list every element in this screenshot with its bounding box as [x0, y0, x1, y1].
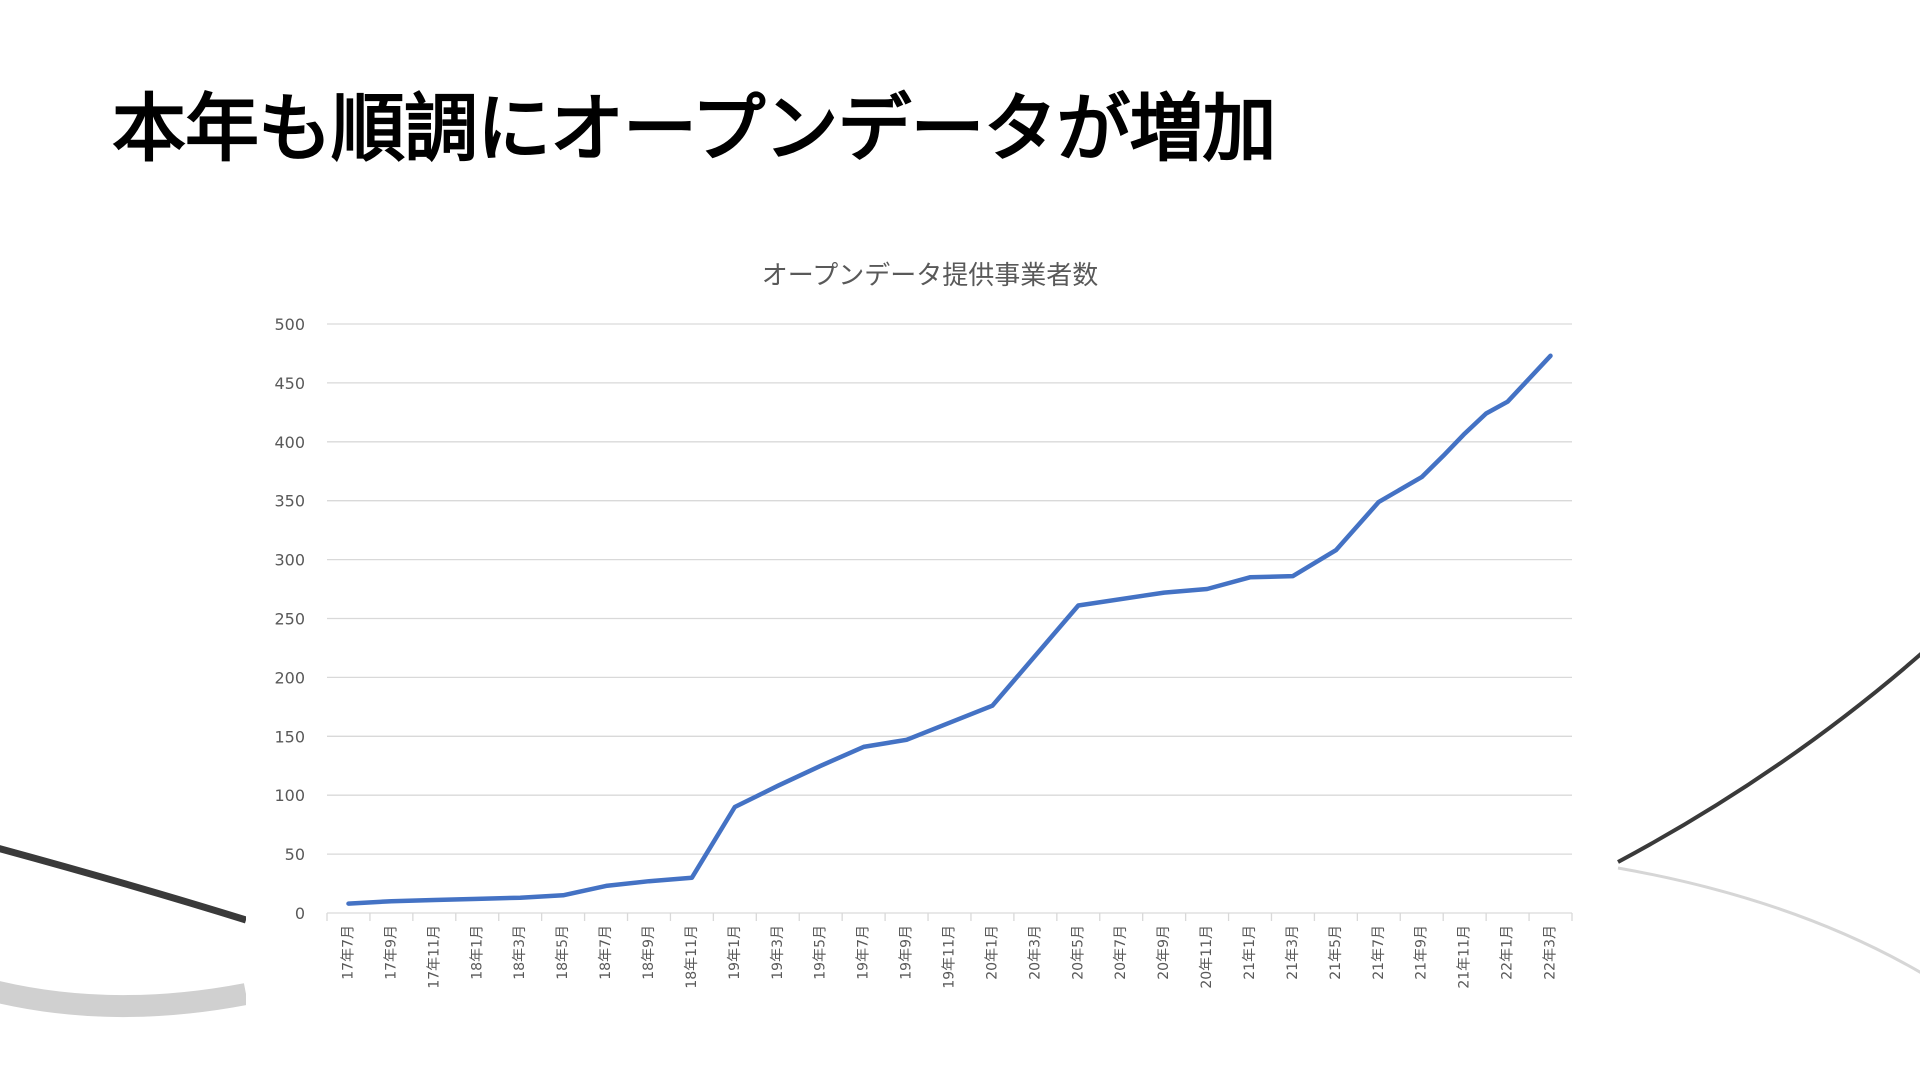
x-tick-label: 19年7月 — [856, 925, 872, 980]
x-tick-label: 22年3月 — [1543, 925, 1559, 980]
y-tick-label: 100 — [274, 786, 305, 805]
x-tick-label: 20年3月 — [1027, 925, 1043, 980]
x-tick-label: 21年7月 — [1371, 925, 1387, 980]
y-tick-label: 150 — [274, 727, 305, 746]
y-tick-label: 300 — [274, 551, 305, 570]
slide-title: 本年も順調にオープンデータが増加 — [112, 86, 1277, 172]
y-tick-label: 450 — [274, 374, 305, 393]
grid — [327, 323, 1572, 914]
chart-title: オープンデータ提供事業者数 — [762, 261, 1098, 291]
x-tick-label: 17年11月 — [426, 925, 442, 989]
series-line — [346, 353, 1553, 906]
x-tick-label: 19年5月 — [813, 925, 829, 980]
x-tick-label: 18年11月 — [684, 925, 700, 989]
x-tick-label: 18年3月 — [512, 925, 528, 980]
x-tick-label: 18年1月 — [469, 925, 485, 980]
x-tick-label: 21年5月 — [1328, 925, 1344, 980]
y-tick-label: 200 — [274, 668, 305, 687]
x-tick-label: 21年11月 — [1457, 925, 1473, 989]
x-tick-label: 18年5月 — [555, 925, 571, 980]
x-tick-label: 19年1月 — [727, 925, 743, 980]
x-tick-label: 20年11月 — [1199, 925, 1215, 989]
y-tick-label: 350 — [274, 492, 305, 511]
series-layer — [346, 353, 1553, 906]
x-tick-label: 20年7月 — [1113, 925, 1129, 980]
y-tick-label: 400 — [274, 433, 305, 452]
x-tick-label: 22年1月 — [1500, 925, 1516, 980]
y-tick-label: 500 — [274, 315, 305, 334]
x-tick-label: 19年9月 — [899, 925, 915, 980]
x-tick-label: 18年7月 — [598, 925, 614, 980]
x-tick-label: 21年1月 — [1242, 925, 1258, 980]
x-tick-label: 19年11月 — [942, 925, 958, 989]
x-tick-label: 19年3月 — [770, 925, 786, 980]
y-tick-label: 50 — [285, 845, 305, 864]
x-tick-label: 20年9月 — [1156, 925, 1172, 980]
x-tick-label: 18年9月 — [641, 925, 657, 980]
y-tick-label: 250 — [274, 610, 305, 629]
x-tick-label: 21年9月 — [1414, 925, 1430, 980]
y-tick-label: 0 — [295, 904, 305, 923]
y-axis-ticks: 0 50 100 150 200 250 300 350 400 450 500 — [274, 315, 305, 923]
x-axis-ticks: 17年7月 17年9月 17年11月 18年1月 18年3月 18年5月 18年7月 18年9… — [326, 913, 1573, 989]
x-tick-label: 17年7月 — [340, 925, 356, 980]
x-tick-label: 20年5月 — [1070, 925, 1086, 980]
x-tick-label: 17年9月 — [383, 925, 399, 980]
x-tick-label: 20年1月 — [984, 925, 1000, 980]
x-tick-label: 21年3月 — [1285, 925, 1301, 980]
